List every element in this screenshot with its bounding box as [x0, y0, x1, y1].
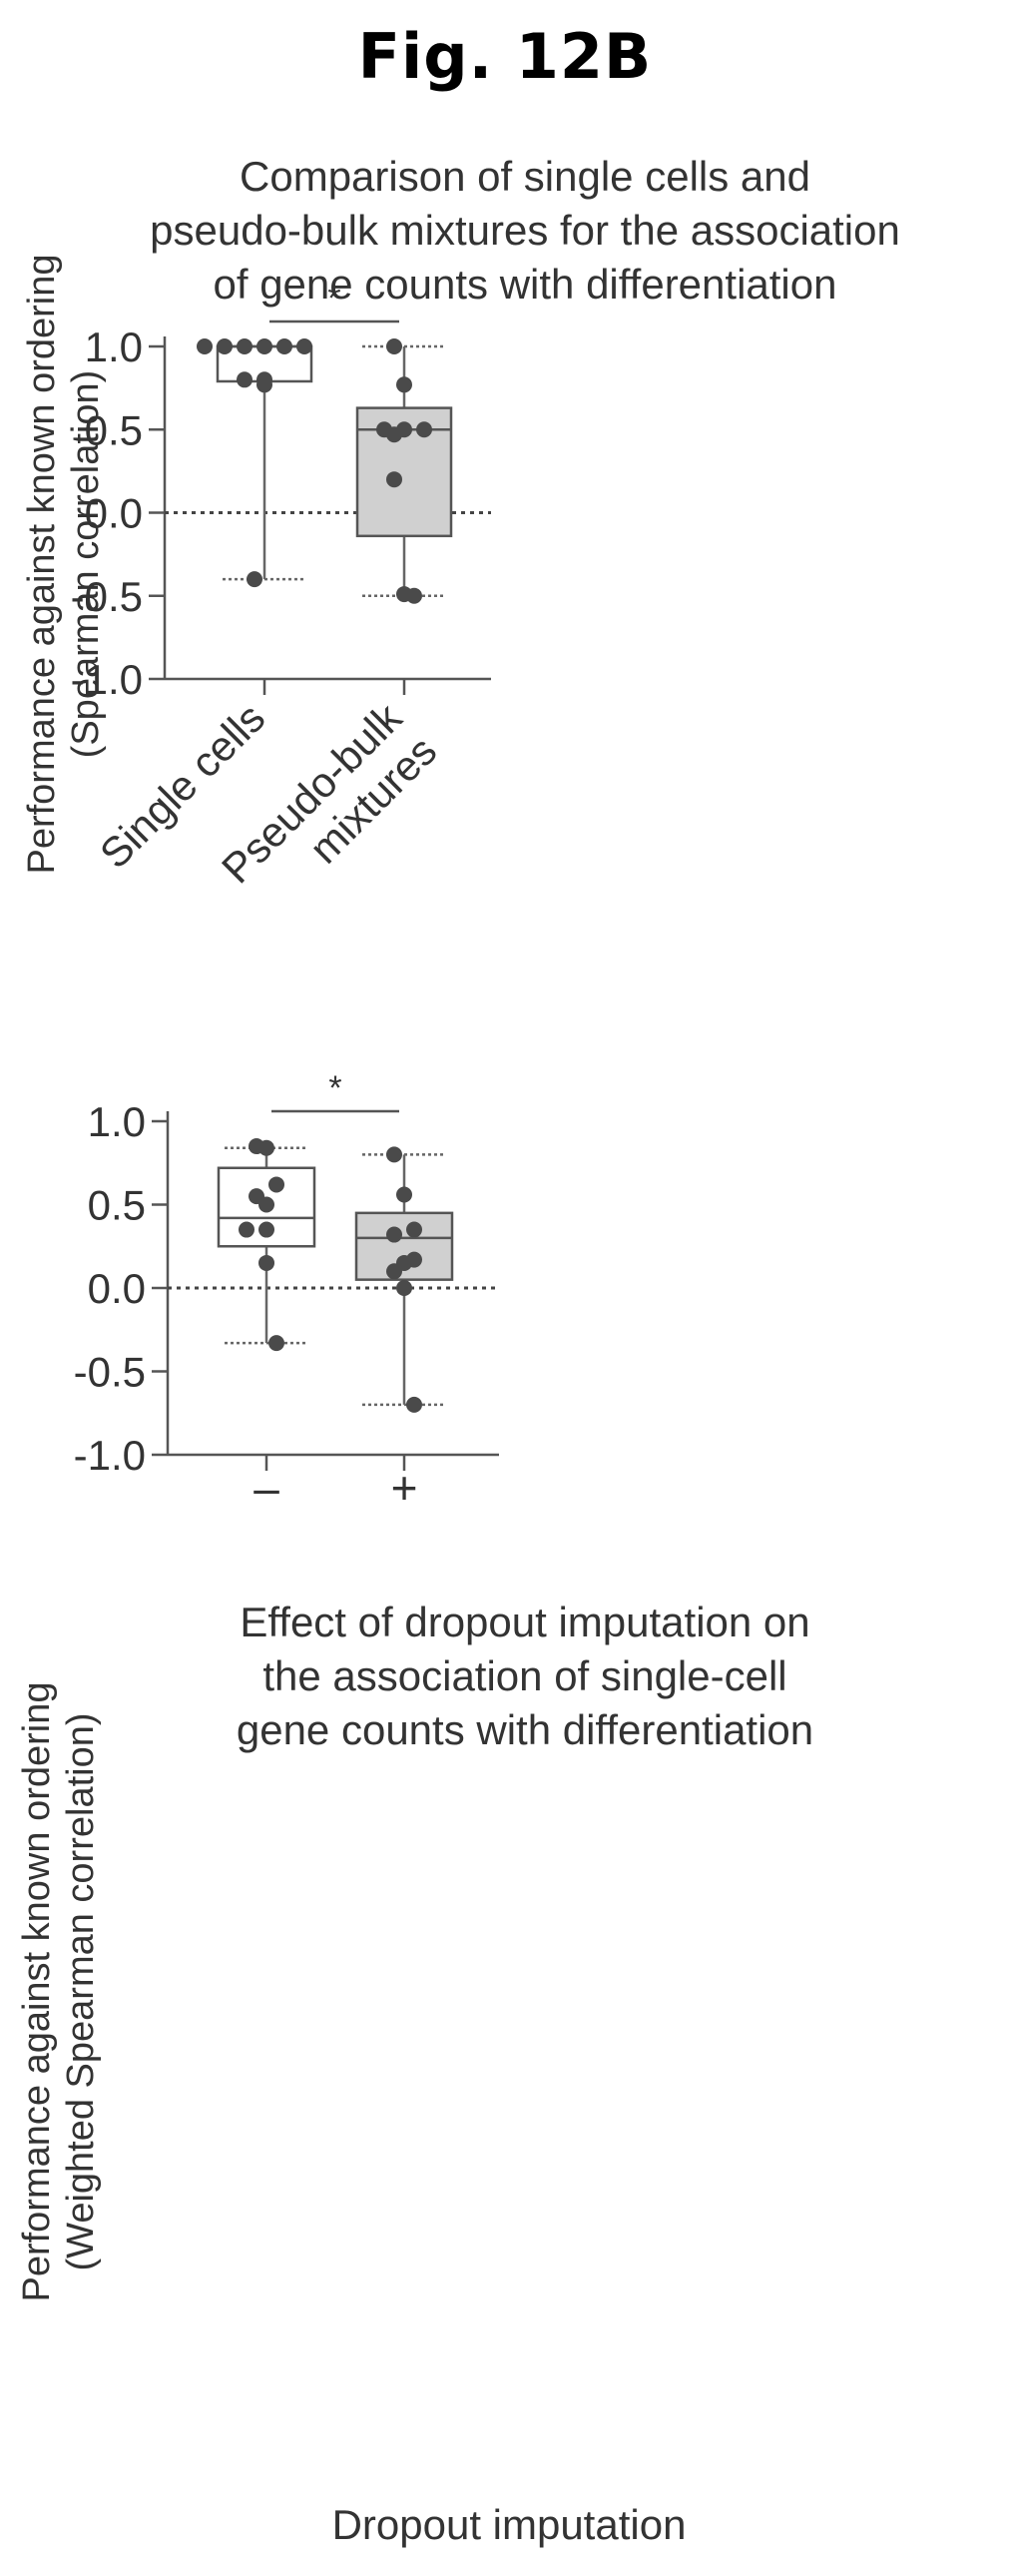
chart1-data-point	[406, 587, 422, 604]
chart2-category-label-minus: –	[253, 1462, 279, 1514]
chart1-y-tick-label: -1.0	[71, 656, 143, 703]
chart1-data-point	[237, 371, 252, 388]
chart2-y-tick-label: -1.0	[74, 1432, 146, 1479]
chart2-title-line2: the association of single-cell	[262, 1652, 787, 1699]
chart1-significance-marker: *	[327, 280, 340, 318]
chart2-title-line1: Effect of dropout imputation on	[240, 1599, 810, 1645]
chart2-data-point	[258, 1196, 274, 1213]
chart1-data-point	[386, 338, 402, 354]
chart1-data-point	[197, 338, 213, 354]
chart2-category-label-plus: +	[391, 1462, 418, 1514]
chart1-y-tick-label: 1.0	[85, 323, 143, 370]
chart2-y-tick-label: 0.0	[88, 1265, 146, 1312]
chart1-data-point	[256, 376, 272, 393]
chart2-data-point	[396, 1280, 412, 1296]
chart1-data-point	[416, 421, 432, 438]
chart1-data-point	[276, 338, 292, 354]
chart1-y-tick-label: 0.0	[85, 490, 143, 537]
chart1-data-point	[256, 338, 272, 354]
chart1-title-line1: Comparison of single cells and	[240, 153, 810, 200]
chart1-data-point	[237, 338, 252, 354]
chart2-significance-marker: *	[328, 1069, 341, 1107]
chart2-data-point	[386, 1263, 402, 1280]
chart1-y-tick-label: 0.5	[85, 406, 143, 453]
chart2-data-point	[258, 1139, 274, 1156]
chart1-data-point	[217, 338, 233, 354]
chart1-plot: 1.00.50.0-0.5-1.0*Single cellsPseudo-bul…	[71, 280, 491, 892]
chart2-x-axis-label: Dropout imputation	[331, 2501, 687, 2548]
chart1-data-point	[376, 421, 392, 438]
chart1-title-line2: pseudo-bulk mixtures for the association	[150, 207, 900, 254]
chart2-title: Effect of dropout imputation on the asso…	[40, 1596, 1010, 1757]
chart2-title-line3: gene counts with differentiation	[236, 1706, 814, 1753]
chart2-data-point	[386, 1146, 402, 1163]
chart2-data-point	[406, 1251, 422, 1268]
figure-label: Fig. 12B	[357, 20, 653, 93]
chart1-title-line3: of gene counts with differentiation	[213, 261, 837, 308]
chart2-data-point	[258, 1254, 274, 1271]
chart2-data-point	[406, 1221, 422, 1238]
chart2-data-point	[396, 1186, 412, 1203]
chart1-data-point	[296, 338, 312, 354]
chart2-data-point	[406, 1396, 422, 1413]
chart1-data-point	[247, 571, 262, 588]
chart2-y-tick-label: 0.5	[88, 1182, 146, 1229]
chart2-data-point	[268, 1335, 284, 1352]
chart1-y-tick-label: -0.5	[71, 573, 143, 620]
chart1-data-point	[396, 376, 412, 393]
chart1-data-point	[386, 471, 402, 488]
chart1-title: Comparison of single cells and pseudo-bu…	[40, 150, 1010, 312]
chart2-y-tick-label: 1.0	[88, 1098, 146, 1145]
chart2-y-tick-label: -0.5	[74, 1349, 146, 1396]
chart2-data-point	[258, 1221, 274, 1238]
chart2-data-point	[268, 1176, 284, 1193]
chart2-data-point	[386, 1226, 402, 1243]
chart2-data-point	[239, 1221, 254, 1238]
